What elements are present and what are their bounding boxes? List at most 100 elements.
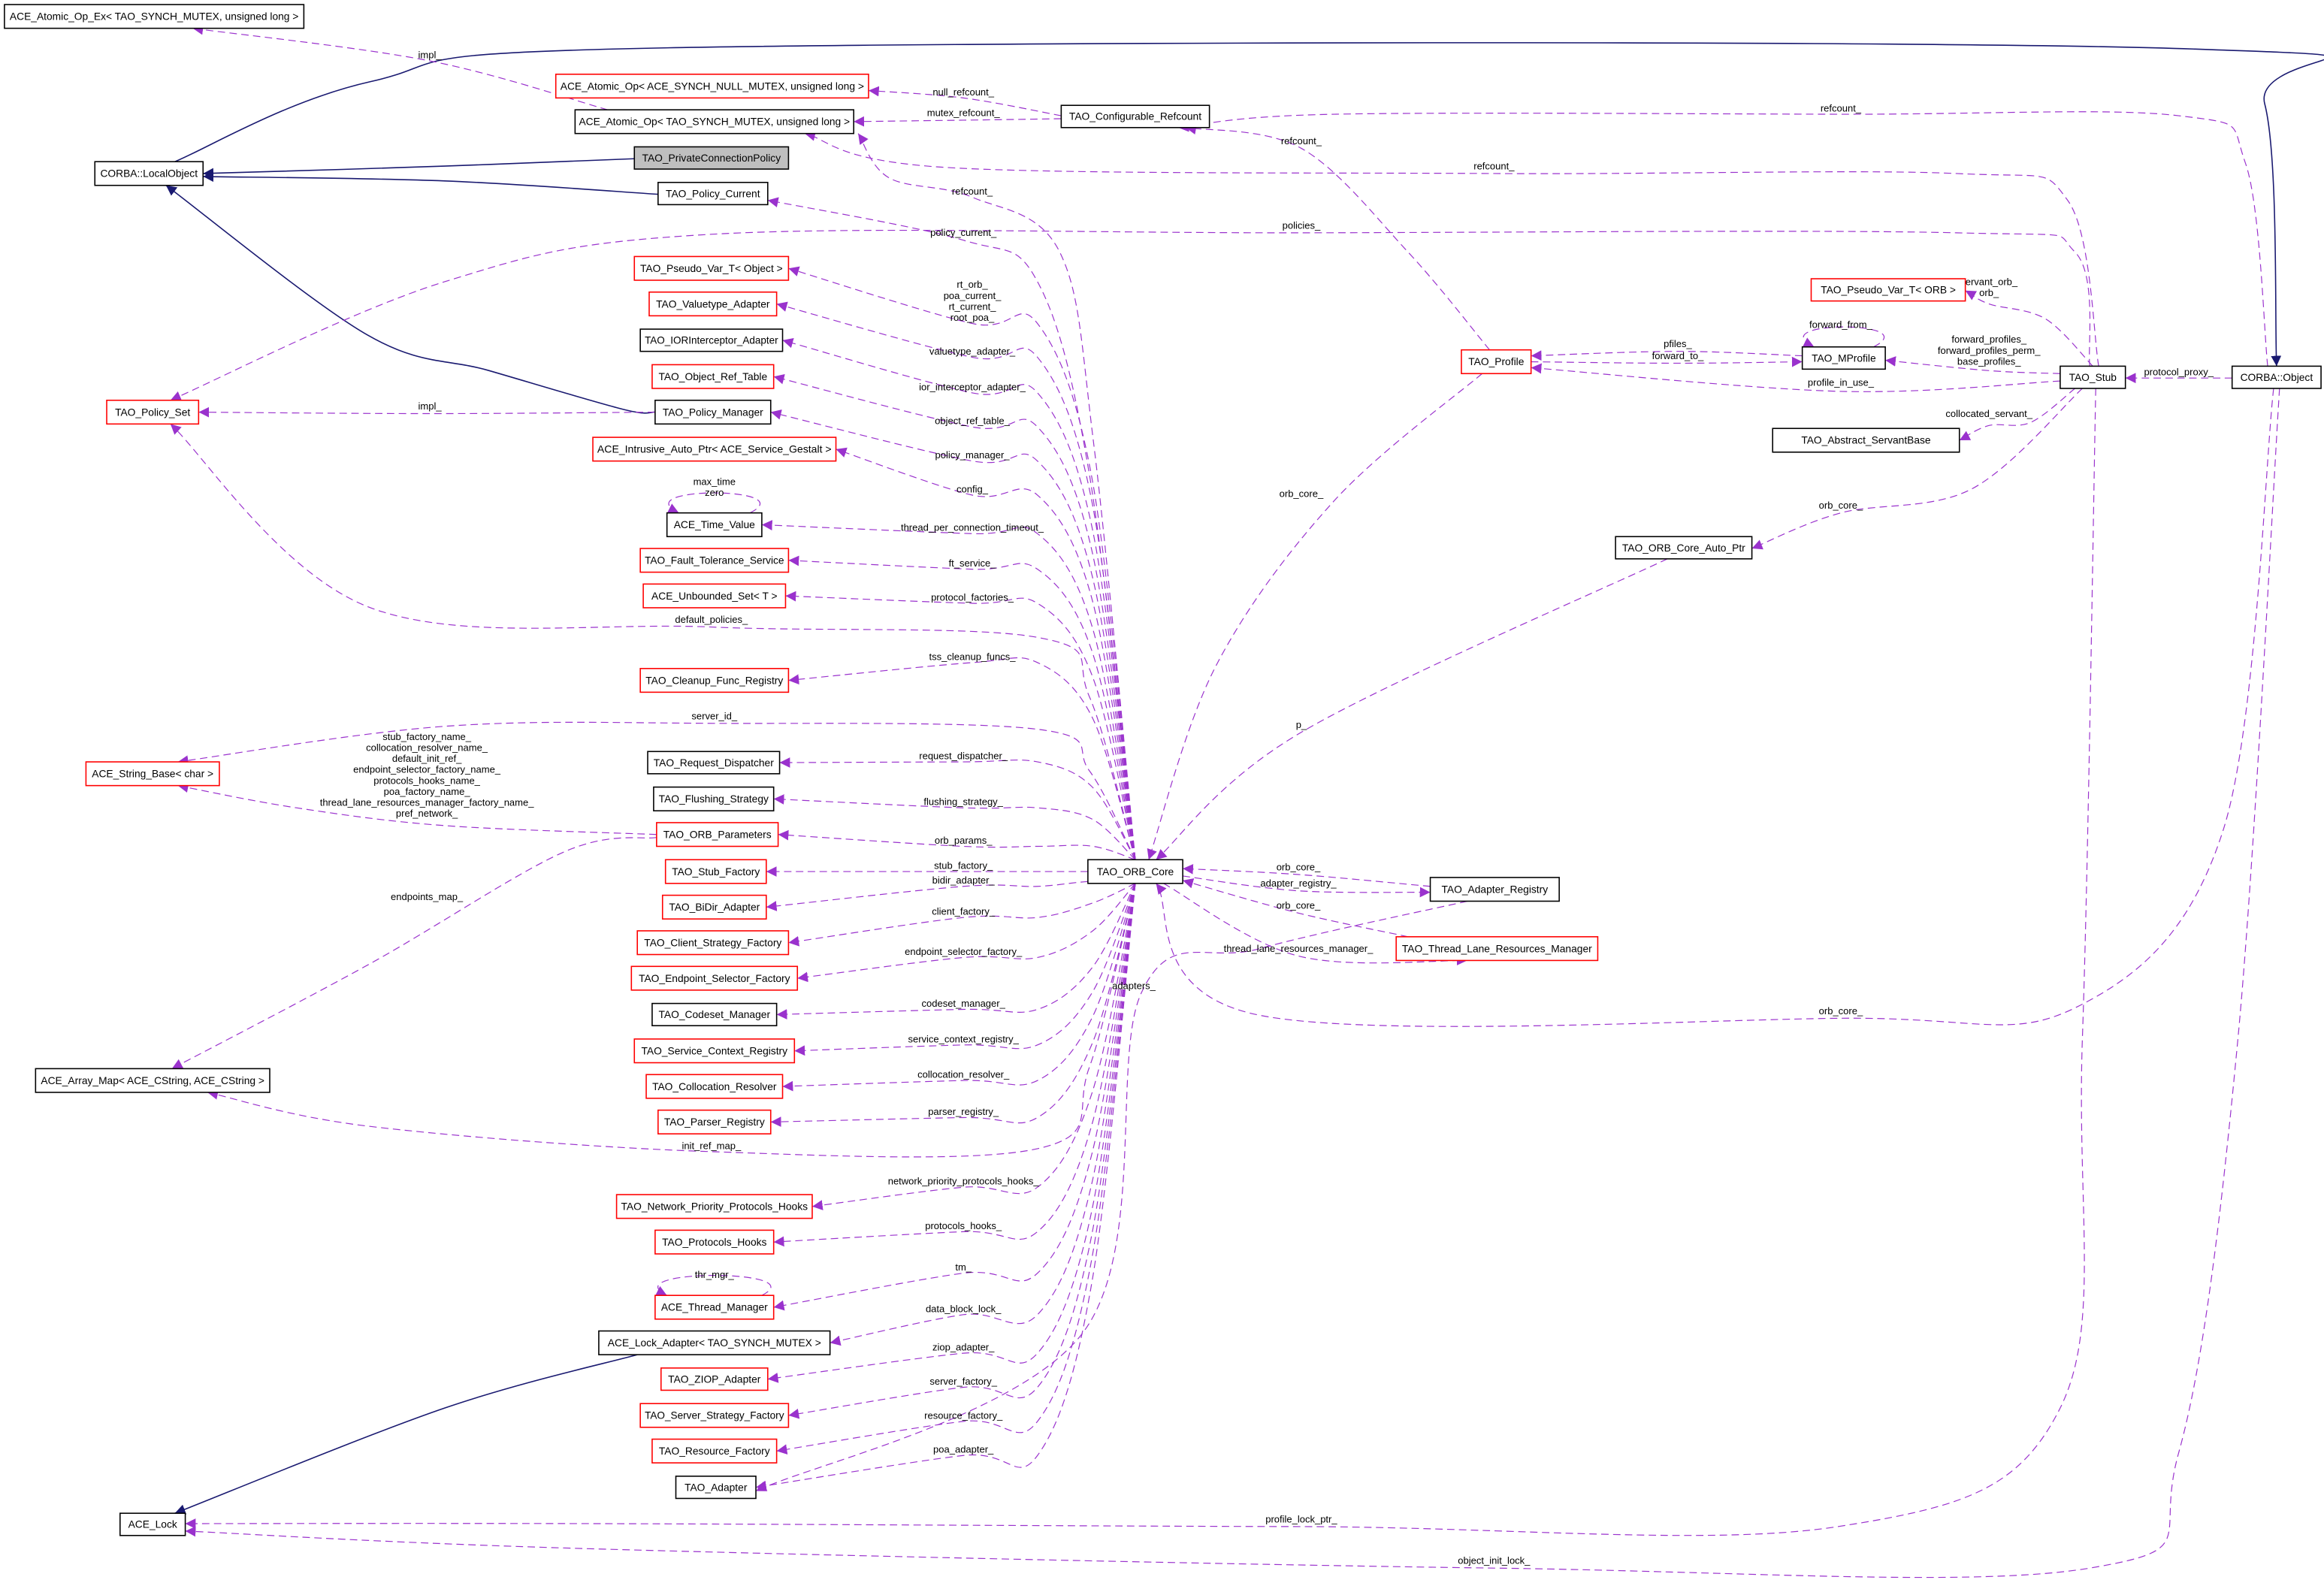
class-node-corba-object[interactable]: CORBA::Object <box>2231 365 2322 389</box>
class-box[interactable] <box>598 1330 831 1355</box>
class-node-ace-string-base-char[interactable]: ACE_String_Base< char > <box>85 761 220 787</box>
class-node-tao-bidir-adapter[interactable]: TAO_BiDir_Adapter <box>661 894 767 920</box>
class-box[interactable] <box>654 1229 775 1255</box>
class-node-tao-orb-core[interactable]: TAO_ORB_Core <box>1087 859 1183 884</box>
class-node-tao-stub[interactable]: TAO_Stub <box>2060 365 2126 389</box>
class-box[interactable] <box>35 1068 270 1093</box>
class-node-ace-array-map-ace-cstring-ace-cstring[interactable]: ACE_Array_Map< ACE_CString, ACE_CString … <box>35 1068 270 1093</box>
class-node-tao-network-priority-protocols-hooks[interactable]: TAO_Network_Priority_Protocols_Hooks <box>615 1194 813 1219</box>
class-box[interactable] <box>661 894 767 920</box>
class-box[interactable] <box>1772 427 1960 453</box>
class-box[interactable] <box>1810 278 1966 302</box>
class-box[interactable] <box>666 512 763 538</box>
class-node-tao-ziop-adapter[interactable]: TAO_ZIOP_Adapter <box>660 1367 769 1391</box>
class-box[interactable] <box>639 1403 790 1428</box>
class-box[interactable] <box>119 1512 186 1536</box>
class-box[interactable] <box>656 822 779 847</box>
class-node-tao-client-strategy-factory[interactable]: TAO_Client_Strategy_Factory <box>636 930 790 956</box>
class-box[interactable] <box>648 291 778 317</box>
class-box[interactable] <box>106 399 200 425</box>
class-box[interactable] <box>651 1002 778 1026</box>
class-box[interactable] <box>1087 859 1183 884</box>
class-box[interactable] <box>85 761 220 787</box>
class-node-tao-policy-current[interactable]: TAO_Policy_Current <box>657 182 769 206</box>
class-box[interactable] <box>2060 365 2126 389</box>
class-box[interactable] <box>633 146 790 170</box>
class-box[interactable] <box>651 1438 778 1464</box>
class-node-tao-valuetype-adapter[interactable]: TAO_Valuetype_Adapter <box>648 291 778 317</box>
class-box[interactable] <box>636 930 790 956</box>
class-node-tao-thread-lane-resources-manager[interactable]: TAO_Thread_Lane_Resources_Manager <box>1395 936 1599 962</box>
class-box[interactable] <box>675 1476 757 1500</box>
class-box[interactable] <box>592 437 837 462</box>
class-node-ace-intrusive-auto-ptr-ace-service-gestalt[interactable]: ACE_Intrusive_Auto_Ptr< ACE_Service_Gest… <box>592 437 837 462</box>
class-box[interactable] <box>654 399 772 425</box>
class-node-ace-thread-manager[interactable]: ACE_Thread_Manager <box>654 1294 775 1320</box>
class-box[interactable] <box>633 255 790 281</box>
class-box[interactable] <box>642 583 787 609</box>
class-box[interactable] <box>645 1074 784 1099</box>
class-box[interactable] <box>639 328 784 352</box>
class-node-tao-fault-tolerance-service[interactable]: TAO_Fault_Tolerance_Service <box>639 548 790 573</box>
class-node-tao-orb-parameters[interactable]: TAO_ORB_Parameters <box>656 822 779 847</box>
class-node-tao-adapter[interactable]: TAO_Adapter <box>675 1476 757 1500</box>
class-box[interactable] <box>657 182 769 206</box>
class-node-tao-orb-core-auto-ptr[interactable]: TAO_ORB_Core_Auto_Ptr <box>1615 536 1753 560</box>
class-box[interactable] <box>664 859 767 884</box>
class-box[interactable] <box>1615 536 1753 560</box>
class-box[interactable] <box>1429 877 1560 902</box>
class-node-ace-unbounded-set-t[interactable]: ACE_Unbounded_Set< T > <box>642 583 787 609</box>
class-node-tao-mprofile[interactable]: TAO_MProfile <box>1801 346 1886 370</box>
class-node-ace-time-value[interactable]: ACE_Time_Value <box>666 512 763 538</box>
class-node-tao-resource-factory[interactable]: TAO_Resource_Factory <box>651 1438 778 1464</box>
class-box[interactable] <box>639 668 790 693</box>
class-node-ace-atomic-op-ace-synch-null-mutex-unsigned-long[interactable]: ACE_Atomic_Op< ACE_SYNCH_NULL_MUTEX, uns… <box>555 74 869 99</box>
class-box[interactable] <box>630 965 799 991</box>
class-node-corba-localobject[interactable]: CORBA::LocalObject <box>94 161 204 186</box>
class-node-ace-atomic-op-ex-tao-synch-mutex-unsigned-long[interactable]: ACE_Atomic_Op_Ex< TAO_SYNCH_MUTEX, unsig… <box>4 4 305 29</box>
class-box[interactable] <box>633 1038 796 1064</box>
class-node-tao-protocols-hooks[interactable]: TAO_Protocols_Hooks <box>654 1229 775 1255</box>
class-node-ace-lock[interactable]: ACE_Lock <box>119 1512 186 1536</box>
class-node-tao-adapter-registry[interactable]: TAO_Adapter_Registry <box>1429 877 1560 902</box>
class-node-tao-pseudo-var-t-orb[interactable]: TAO_Pseudo_Var_T< ORB > <box>1810 278 1966 302</box>
class-node-tao-request-dispatcher[interactable]: TAO_Request_Dispatcher <box>647 751 781 775</box>
class-box[interactable] <box>657 1109 772 1134</box>
class-node-tao-policy-set[interactable]: TAO_Policy_Set <box>106 399 200 425</box>
class-box[interactable] <box>1060 104 1210 128</box>
class-node-tao-profile[interactable]: TAO_Profile <box>1461 349 1532 375</box>
class-node-tao-flushing-strategy[interactable]: TAO_Flushing_Strategy <box>653 786 775 811</box>
class-box[interactable] <box>639 548 790 573</box>
class-node-ace-atomic-op-tao-synch-mutex-unsigned-long[interactable]: ACE_Atomic_Op< TAO_SYNCH_MUTEX, unsigned… <box>574 109 854 134</box>
class-node-tao-stub-factory[interactable]: TAO_Stub_Factory <box>664 859 767 884</box>
class-box[interactable] <box>653 786 775 811</box>
class-box[interactable] <box>1395 936 1599 962</box>
class-node-tao-endpoint-selector-factory[interactable]: TAO_Endpoint_Selector_Factory <box>630 965 799 991</box>
class-box[interactable] <box>1801 346 1886 370</box>
class-box[interactable] <box>651 364 775 389</box>
class-node-tao-configurable-refcount[interactable]: TAO_Configurable_Refcount <box>1060 104 1210 128</box>
class-box[interactable] <box>1461 349 1532 375</box>
class-node-tao-pseudo-var-t-object[interactable]: TAO_Pseudo_Var_T< Object > <box>633 255 790 281</box>
class-node-tao-codeset-manager[interactable]: TAO_Codeset_Manager <box>651 1002 778 1026</box>
class-node-tao-service-context-registry[interactable]: TAO_Service_Context_Registry <box>633 1038 796 1064</box>
class-node-tao-collocation-resolver[interactable]: TAO_Collocation_Resolver <box>645 1074 784 1099</box>
class-box[interactable] <box>2231 365 2322 389</box>
class-box[interactable] <box>574 109 854 134</box>
class-box[interactable] <box>4 4 305 29</box>
class-node-tao-parser-registry[interactable]: TAO_Parser_Registry <box>657 1109 772 1134</box>
class-node-tao-cleanup-func-registry[interactable]: TAO_Cleanup_Func_Registry <box>639 668 790 693</box>
class-node-ace-lock-adapter-tao-synch-mutex[interactable]: ACE_Lock_Adapter< TAO_SYNCH_MUTEX > <box>598 1330 831 1355</box>
class-box[interactable] <box>647 751 781 775</box>
class-box[interactable] <box>654 1294 775 1320</box>
class-box[interactable] <box>615 1194 813 1219</box>
class-node-tao-object-ref-table[interactable]: TAO_Object_Ref_Table <box>651 364 775 389</box>
class-node-tao-server-strategy-factory[interactable]: TAO_Server_Strategy_Factory <box>639 1403 790 1428</box>
class-box[interactable] <box>660 1367 769 1391</box>
class-box[interactable] <box>555 74 869 99</box>
class-node-tao-policy-manager[interactable]: TAO_Policy_Manager <box>654 399 772 425</box>
class-node-tao-abstract-servantbase[interactable]: TAO_Abstract_ServantBase <box>1772 427 1960 453</box>
class-node-tao-iorinterceptor-adapter[interactable]: TAO_IORInterceptor_Adapter <box>639 328 784 352</box>
class-box[interactable] <box>94 161 204 186</box>
class-node-tao-privateconnectionpolicy[interactable]: TAO_PrivateConnectionPolicy <box>633 146 790 170</box>
